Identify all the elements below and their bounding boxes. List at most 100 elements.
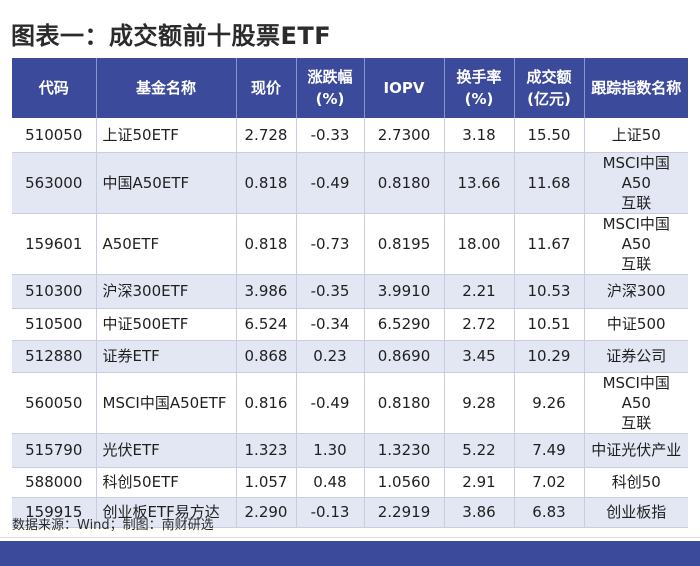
- cell-code: 159915: [12, 497, 97, 528]
- etf-table: 代码 基金名称 现价 涨跌幅 (%) IOPV 换手率 (%) 成交额 (亿元) 跟踪指数名称 51…: [12, 58, 688, 528]
- cell-name: 中证500ETF: [96, 308, 237, 341]
- cell-price: 0.816: [236, 372, 297, 434]
- column-header-text: 成交额: [526, 68, 572, 86]
- cell-code: 510050: [12, 118, 97, 153]
- cell-turnover: 9.28: [444, 372, 515, 434]
- cell-volume: 6.83: [514, 497, 585, 528]
- cell-iopv: 2.2919: [364, 497, 445, 528]
- cell-turnover: 3.86: [444, 497, 515, 528]
- cell-change: -0.49: [296, 152, 365, 214]
- cell-price: 0.818: [236, 152, 297, 214]
- cell-code: 159601: [12, 213, 97, 275]
- table-body: 510050 上证50ETF 2.728 -0.33 2.7300 3.18 15.50 上证…: [12, 118, 688, 528]
- column-header-text: (亿元): [527, 90, 571, 108]
- cell-volume: 11.68: [514, 152, 585, 214]
- cell-change: -0.13: [296, 497, 365, 528]
- cell-turnover: 2.72: [444, 308, 515, 341]
- index-name-text: 互联: [621, 254, 652, 273]
- cell-volume: 7.49: [514, 433, 585, 468]
- cell-change: -0.73: [296, 213, 365, 275]
- cell-volume: 10.29: [514, 340, 585, 373]
- cell-price: 0.818: [236, 213, 297, 275]
- cell-index: 上证50: [584, 118, 688, 153]
- cell-iopv: 0.8195: [364, 213, 445, 275]
- cell-name: 上证50ETF: [96, 118, 237, 153]
- cell-turnover: 18.00: [444, 213, 515, 275]
- column-header-text: (%): [315, 90, 345, 108]
- source-note: 数据来源：Wind；制图：南财研选: [12, 518, 214, 533]
- column-header-text: (%): [464, 90, 494, 108]
- column-header-turnover: 换手率 (%): [444, 58, 515, 118]
- cell-turnover: 3.18: [444, 118, 515, 153]
- cell-volume: 15.50: [514, 118, 585, 153]
- cell-turnover: 5.22: [444, 433, 515, 468]
- cell-price: 2.290: [236, 497, 297, 528]
- table-row: 510050 上证50ETF 2.728 -0.33 2.7300 3.18 15.50 上证…: [12, 118, 688, 153]
- column-header-text: 涨跌幅: [307, 68, 353, 86]
- cell-price: 6.524: [236, 308, 297, 341]
- column-header-index: 跟踪指数名称: [584, 58, 688, 118]
- table-row: 588000 科创50ETF 1.057 0.48 1.0560 2.91 7.02 科创50: [12, 467, 688, 498]
- cell-name: MSCI中国A50ETF: [96, 372, 237, 434]
- cell-price: 2.728: [236, 118, 297, 153]
- cell-name: A50ETF: [96, 213, 237, 275]
- column-header-text: IOPV: [383, 79, 425, 97]
- cell-iopv: 6.5290: [364, 308, 445, 341]
- column-header-text: 基金名称: [135, 79, 196, 97]
- footer-divider: [0, 537, 700, 538]
- table-header-row: 代码 基金名称 现价 涨跌幅 (%) IOPV 换手率 (%) 成交额 (亿元) 跟踪指数名称: [12, 58, 688, 118]
- cell-code: 588000: [12, 467, 97, 498]
- index-name-text: 科创50: [611, 473, 661, 491]
- table-row: 510300 沪深300ETF 3.986 -0.35 3.9910 2.21 10.53 沪…: [12, 274, 688, 309]
- cell-code: 510300: [12, 274, 97, 309]
- cell-change: 1.30: [296, 433, 365, 468]
- cell-iopv: 2.7300: [364, 118, 445, 153]
- cell-index: 中证500: [584, 308, 688, 341]
- cell-volume: 10.51: [514, 308, 585, 341]
- cell-iopv: 1.0560: [364, 467, 445, 498]
- column-header-change: 涨跌幅 (%): [296, 58, 365, 118]
- cell-price: 1.323: [236, 433, 297, 468]
- cell-index: MSCI中国A50 互联: [584, 213, 688, 275]
- table-row: 159915 创业板ETF易方达 2.290 -0.13 2.2919 3.86 6.83 创…: [12, 497, 688, 528]
- cell-change: -0.49: [296, 372, 365, 434]
- index-name-text: MSCI中国A50: [602, 153, 670, 192]
- index-name-text: 互联: [621, 413, 652, 432]
- cell-turnover: 13.66: [444, 152, 515, 214]
- cell-change: -0.35: [296, 274, 365, 309]
- cell-code: 560050: [12, 372, 97, 434]
- column-header-price: 现价: [236, 58, 297, 118]
- column-header-text: 代码: [38, 79, 69, 97]
- index-name-text: 互联: [621, 193, 652, 212]
- table-row: 159601 A50ETF 0.818 -0.73 0.8195 18.00 11.67 MS…: [12, 213, 688, 275]
- cell-index: 创业板指: [584, 497, 688, 528]
- cell-name: 证券ETF: [96, 340, 237, 373]
- column-header-text: 跟踪指数名称: [591, 79, 682, 97]
- table-row: 510500 中证500ETF 6.524 -0.34 6.5290 2.72 10.51 中…: [12, 308, 688, 341]
- index-name-text: 创业板指: [606, 503, 667, 521]
- index-name-text: 上证50: [611, 125, 661, 144]
- cell-change: 0.23: [296, 340, 365, 373]
- cell-code: 563000: [12, 152, 97, 214]
- cell-volume: 10.53: [514, 274, 585, 309]
- cell-change: 0.48: [296, 467, 365, 498]
- cell-name: 中国A50ETF: [96, 152, 237, 214]
- cell-name: 光伏ETF: [96, 433, 237, 468]
- cell-change: -0.33: [296, 118, 365, 153]
- cell-price: 1.057: [236, 467, 297, 498]
- cell-price: 3.986: [236, 274, 297, 309]
- page-title: 图表一：成交额前十股票ETF: [11, 22, 332, 50]
- column-header-volume: 成交额 (亿元): [514, 58, 585, 118]
- cell-iopv: 3.9910: [364, 274, 445, 309]
- cell-iopv: 0.8180: [364, 152, 445, 214]
- index-name-text: MSCI中国A50: [602, 373, 670, 412]
- table-row: 515790 光伏ETF 1.323 1.30 1.3230 5.22 7.49 中证光伏产业: [12, 433, 688, 468]
- cell-index: 证券公司: [584, 340, 688, 373]
- cell-name: 沪深300ETF: [96, 274, 237, 309]
- cell-price: 0.868: [236, 340, 297, 373]
- index-name-text: 中证光伏产业: [591, 441, 682, 459]
- cell-iopv: 1.3230: [364, 433, 445, 468]
- index-name-text: 沪深300: [606, 282, 666, 300]
- column-header-iopv: IOPV: [364, 58, 445, 118]
- table-row: 560050 MSCI中国A50ETF 0.816 -0.49 0.8180 9.28 9.…: [12, 372, 688, 434]
